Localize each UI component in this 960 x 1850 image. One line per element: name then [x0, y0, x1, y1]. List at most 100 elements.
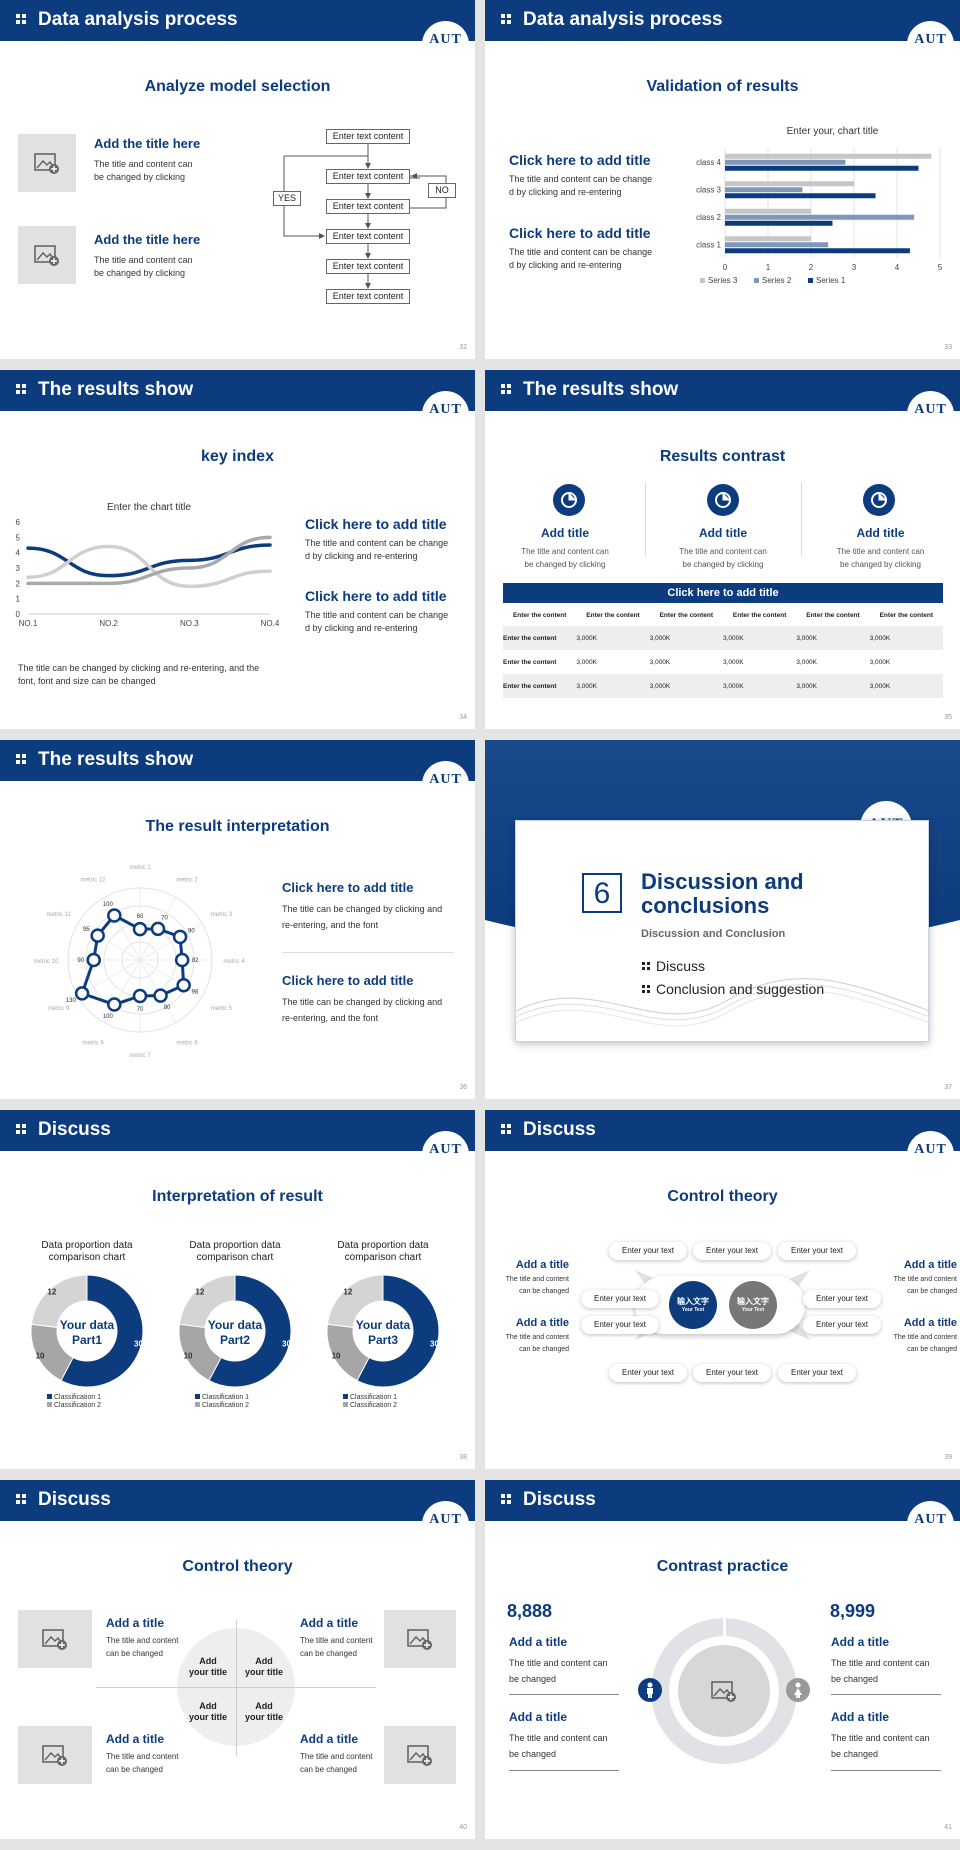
item-title[interactable]: Add a title: [106, 1616, 165, 1630]
item-title[interactable]: Click here to add title: [509, 225, 651, 241]
slide-38[interactable]: Discuss AUT Interpretation of result 38 …: [0, 1110, 475, 1469]
item-title[interactable]: Add the title here: [94, 136, 201, 151]
donut-value-label: 30: [134, 1340, 143, 1349]
side-title[interactable]: Add a title: [903, 1317, 957, 1329]
slide-33[interactable]: Data analysis process AUT Validation of …: [485, 0, 960, 359]
quadrant-label[interactable]: Add your title: [188, 1701, 227, 1722]
flow-step[interactable]: Enter text content: [326, 289, 410, 304]
col-title[interactable]: Add title: [856, 526, 905, 540]
slide-41[interactable]: Discuss AUT Contrast practice 8,888 8,99…: [485, 1480, 960, 1839]
aut-logo: AUT: [422, 391, 469, 438]
item-text: The title and content: [106, 1636, 179, 1645]
y-tick-label: 5: [16, 533, 21, 542]
bullet-item[interactable]: Conclusion and suggestion: [656, 981, 825, 997]
item-title[interactable]: Add a title: [831, 1710, 890, 1724]
quadrant-label[interactable]: Add your title: [188, 1656, 227, 1677]
slide-35[interactable]: The results show AUT Results contrast Ad…: [485, 370, 960, 729]
slide-header: Discuss: [485, 1110, 960, 1151]
bar: [725, 153, 932, 159]
image-add-icon: [407, 1745, 432, 1766]
col-title[interactable]: Add title: [541, 526, 589, 540]
x-tick-label: 5: [938, 263, 943, 272]
bar-chart: Enter your, chart title 0 1 2 3 4 5 class 1 clas…: [696, 126, 943, 285]
text-pill[interactable]: Enter your text: [609, 1242, 687, 1260]
item-title[interactable]: Add the title here: [94, 232, 201, 247]
col-title[interactable]: Add title: [699, 526, 747, 540]
item-title[interactable]: Click here to add title: [305, 516, 447, 532]
text-pill[interactable]: Enter your text: [803, 1290, 881, 1308]
image-placeholder[interactable]: [18, 1726, 92, 1784]
radar-axis-label: metric 3: [211, 912, 233, 918]
slide-32[interactable]: Data analysis process AUT Analyze model …: [0, 0, 475, 359]
table-title-bar[interactable]: Click here to add title: [503, 583, 943, 603]
item-title[interactable]: Add a title: [300, 1732, 359, 1746]
results-table: Enter the content Enter the content Enter …: [503, 604, 943, 698]
item-title[interactable]: Add a title: [509, 1710, 568, 1724]
quadrant-label[interactable]: Add your title: [244, 1701, 283, 1722]
left-number: 8,888: [507, 1601, 553, 1621]
text-pill[interactable]: Enter your text: [778, 1364, 856, 1382]
bar: [725, 208, 811, 214]
item-text: d by clicking and re-entering: [509, 187, 622, 197]
text-pill[interactable]: Enter your text: [803, 1316, 881, 1334]
slide-40[interactable]: Discuss AUT Control theory Add your title…: [0, 1480, 475, 1839]
chart-title: Enter your, chart title: [787, 126, 879, 137]
flow-step[interactable]: Enter text content: [326, 169, 410, 184]
radar-point: [150, 921, 166, 937]
donut-center-label: Part2: [220, 1333, 250, 1347]
flow-step[interactable]: Enter text content: [326, 129, 410, 144]
slide-title: The result interpretation: [145, 818, 330, 835]
item-title[interactable]: Add a title: [831, 1635, 890, 1649]
table-cell: 3,000K: [722, 658, 744, 666]
x-tick-label: 1: [766, 263, 771, 272]
radar-value-label: 98: [192, 990, 199, 996]
bar: [725, 248, 910, 254]
side-title[interactable]: Add a title: [903, 1259, 957, 1271]
text-pill[interactable]: Enter your text: [581, 1316, 659, 1334]
donut-slice: [356, 1274, 440, 1388]
column-divider: [801, 482, 802, 556]
image-placeholder[interactable]: [18, 1610, 92, 1668]
text-pill[interactable]: Enter your text: [609, 1364, 687, 1382]
table-cell: 3,000K: [649, 682, 671, 690]
bullet-item[interactable]: Discuss: [656, 958, 706, 974]
item-title[interactable]: Add a title: [300, 1616, 359, 1630]
slide-37[interactable]: AUT 6 Discussion and conclusions Discuss…: [485, 740, 960, 1099]
donut-legend-item: Classification 1: [47, 1394, 137, 1401]
circle-text-blue[interactable]: 输入文字 Your Text: [669, 1281, 717, 1329]
slide-36[interactable]: The results show AUT The result interpre…: [0, 740, 475, 1099]
text-pill[interactable]: Enter your text: [693, 1242, 771, 1260]
aut-logo: AUT: [422, 1501, 469, 1548]
text-pill[interactable]: Enter your text: [778, 1242, 856, 1260]
slide-34[interactable]: The results show AUT key index Enter the…: [0, 370, 475, 729]
table-cell: 3,000K: [649, 634, 671, 642]
flow-step[interactable]: Enter text content: [326, 199, 410, 214]
col-text: The title and content can: [521, 547, 609, 556]
header-title: The results show: [523, 379, 679, 400]
flow-step[interactable]: Enter text content: [326, 259, 410, 274]
item-title[interactable]: Click here to add title: [509, 152, 651, 168]
vertical-divider: [236, 1620, 237, 1756]
side-text: The title and content: [893, 1334, 957, 1341]
circle-text-gray[interactable]: 输入文字 Your Text: [729, 1281, 777, 1329]
item-title[interactable]: Add a title: [106, 1732, 165, 1746]
donut-slice: [178, 1274, 236, 1328]
donut-value-label: 12: [195, 1287, 204, 1296]
text-pill[interactable]: Enter your text: [581, 1290, 659, 1308]
image-placeholder[interactable]: [18, 134, 76, 192]
item-title[interactable]: Click here to add title: [282, 973, 414, 988]
item-text: can be changed: [106, 1765, 163, 1774]
text-pill[interactable]: Enter your text: [693, 1364, 771, 1382]
flow-step[interactable]: Enter text content: [326, 229, 410, 244]
item-title[interactable]: Add a title: [509, 1635, 568, 1649]
image-placeholder[interactable]: [384, 1610, 456, 1668]
item-title[interactable]: Click here to add title: [282, 880, 414, 895]
side-title[interactable]: Add a title: [515, 1259, 569, 1271]
page-number: 41: [944, 1824, 952, 1831]
side-title[interactable]: Add a title: [515, 1317, 569, 1329]
image-placeholder[interactable]: [384, 1726, 456, 1784]
item-title[interactable]: Click here to add title: [305, 588, 447, 604]
quadrant-label[interactable]: Add your title: [244, 1656, 283, 1677]
image-placeholder[interactable]: [18, 226, 76, 284]
slide-39[interactable]: Discuss AUT Control theory 输入文字 Your Text…: [485, 1110, 960, 1469]
